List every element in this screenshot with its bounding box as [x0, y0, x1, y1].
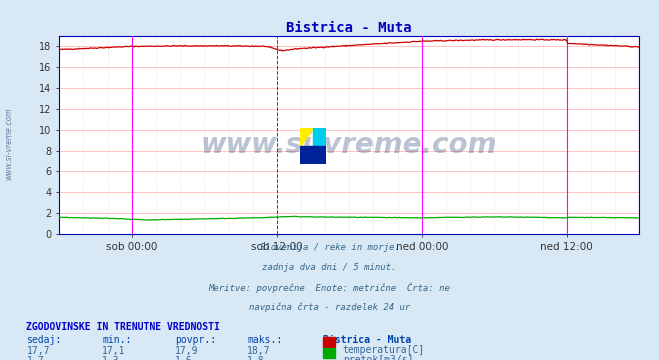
Text: 18,7: 18,7: [247, 346, 271, 356]
Text: Bistrica - Muta: Bistrica - Muta: [323, 335, 411, 345]
Title: Bistrica - Muta: Bistrica - Muta: [287, 21, 412, 35]
Text: 1,8: 1,8: [247, 356, 265, 360]
Text: temperatura[C]: temperatura[C]: [343, 345, 425, 355]
Text: zadnja dva dni / 5 minut.: zadnja dva dni / 5 minut.: [262, 263, 397, 272]
Text: sedaj:: sedaj:: [26, 335, 61, 345]
Text: navpična črta - razdelek 24 ur: navpična črta - razdelek 24 ur: [249, 302, 410, 312]
Text: Meritve: povprečne  Enote: metrične  Črta: ne: Meritve: povprečne Enote: metrične Črta:…: [208, 283, 451, 293]
Polygon shape: [300, 146, 326, 164]
Text: www.si-vreme.com: www.si-vreme.com: [201, 131, 498, 159]
Text: Slovenija / reke in morje.: Slovenija / reke in morje.: [260, 243, 399, 252]
Polygon shape: [300, 128, 313, 146]
Text: 1,3: 1,3: [102, 356, 120, 360]
Polygon shape: [313, 128, 326, 146]
Text: www.si-vreme.com: www.si-vreme.com: [4, 108, 13, 180]
Text: 17,7: 17,7: [26, 346, 50, 356]
Text: 17,9: 17,9: [175, 346, 198, 356]
Text: 1,7: 1,7: [26, 356, 44, 360]
Text: min.:: min.:: [102, 335, 132, 345]
Text: 17,1: 17,1: [102, 346, 126, 356]
Text: povpr.:: povpr.:: [175, 335, 215, 345]
Text: pretok[m3/s]: pretok[m3/s]: [343, 355, 413, 360]
Text: 1,6: 1,6: [175, 356, 192, 360]
Text: ZGODOVINSKE IN TRENUTNE VREDNOSTI: ZGODOVINSKE IN TRENUTNE VREDNOSTI: [26, 322, 220, 332]
Text: maks.:: maks.:: [247, 335, 282, 345]
